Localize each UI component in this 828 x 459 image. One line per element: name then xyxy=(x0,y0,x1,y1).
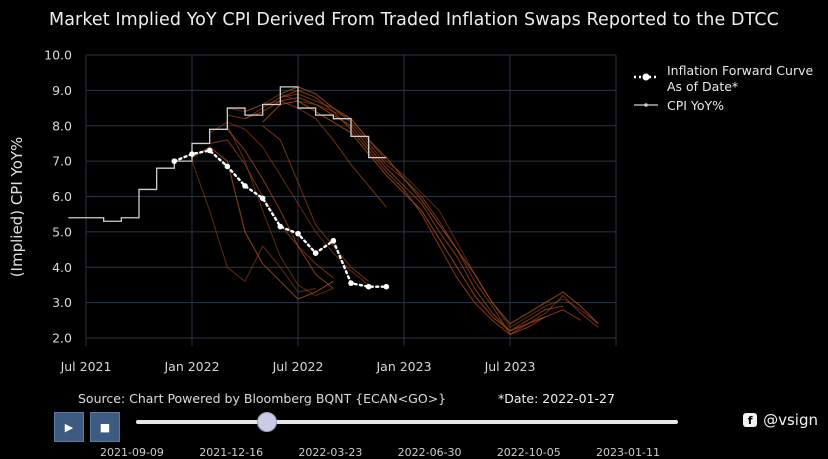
legend-forward-label: Inflation Forward Curve xyxy=(667,63,813,78)
x-tick-label: Jan 2022 xyxy=(163,359,219,374)
forward-curve-point xyxy=(171,158,178,164)
history-curve xyxy=(191,146,334,300)
slider-step-label: 2022-03-23 xyxy=(298,446,363,459)
x-axis-ticks: Jul 2021 Jan 2022 Jul 2022 Jan 2023 Jul 2023 xyxy=(60,359,536,374)
y-axis-label: (Implied) CPI YoY% xyxy=(8,137,26,278)
forward-curve-point xyxy=(224,163,231,170)
y-tick-label: 4.0 xyxy=(52,260,72,275)
slider-step-label: 2022-10-05 xyxy=(496,446,561,459)
history-curve xyxy=(191,160,316,293)
forward-curve-point xyxy=(206,147,213,154)
legend[interactable]: Inflation Forward Curve As of Date* CPI … xyxy=(634,63,813,113)
y-tick-label: 9.0 xyxy=(52,83,72,98)
history-curve xyxy=(280,86,599,325)
y-axis-ticks: 2.0 3.0 4.0 5.0 6.0 7.0 8.0 9.0 10.0 xyxy=(44,48,72,346)
series-layer xyxy=(68,86,390,290)
y-tick-label: 6.0 xyxy=(52,189,72,204)
source-note: Source: Chart Powered by Bloomberg BQNT … xyxy=(78,391,447,406)
y-tick-label: 10.0 xyxy=(44,48,72,63)
x-tick-label: Jul 2021 xyxy=(60,359,112,374)
grid xyxy=(85,54,617,346)
history-curve xyxy=(227,93,599,336)
legend-cpi-label: CPI YoY% xyxy=(667,98,724,113)
x-tick-label: Jul 2023 xyxy=(484,359,536,374)
slider-step-label: 2022-06-30 xyxy=(397,446,462,459)
y-tick-label: 7.0 xyxy=(52,154,72,169)
forward-curve-line xyxy=(173,149,388,288)
forward-curve-point xyxy=(277,223,284,230)
chart-title: Market Implied YoY CPI Derived From Trad… xyxy=(49,10,779,30)
facebook-icon: f xyxy=(743,413,758,427)
x-tick-label: Jul 2022 xyxy=(272,359,324,374)
history-curve xyxy=(226,128,334,289)
forward-curve-point xyxy=(259,195,266,202)
y-tick-label: 2.0 xyxy=(52,331,72,346)
forward-curve-point xyxy=(242,183,248,189)
legend-cpi-marker xyxy=(644,103,648,107)
watermark-text: @vsign xyxy=(763,411,818,429)
y-tick-label: 3.0 xyxy=(52,295,72,310)
history-curve xyxy=(280,89,581,336)
stop-icon: ■ xyxy=(99,420,111,434)
forward-curve-point xyxy=(189,151,195,157)
stop-button[interactable]: ■ xyxy=(90,412,120,442)
forward-curve-point xyxy=(383,283,390,290)
legend-forward-label-2: As of Date* xyxy=(667,79,738,94)
y-tick-label: 8.0 xyxy=(52,118,72,133)
forward-curve-point xyxy=(312,250,319,256)
slider-step-label: 2023-01-11 xyxy=(596,446,660,459)
watermark: f @vsign xyxy=(743,411,818,429)
date-slider-handle[interactable] xyxy=(257,412,278,432)
history-curves xyxy=(191,86,599,336)
history-curve xyxy=(227,93,599,329)
chart: 2.0 3.0 4.0 5.0 6.0 7.0 8.0 9.0 10.0 Jul 2021 Jan… xyxy=(8,48,813,375)
history-curve xyxy=(226,125,334,297)
cpi-yoy-line xyxy=(68,86,387,222)
x-tick-label: Jan 2023 xyxy=(375,359,431,374)
legend-forward-marker xyxy=(642,73,650,81)
history-curve xyxy=(262,125,370,282)
forward-curve-point xyxy=(365,283,372,290)
slider-step-label: 2021-12-16 xyxy=(199,446,264,459)
slider-step-label: 2021-09-09 xyxy=(100,446,164,459)
y-tick-label: 5.0 xyxy=(52,224,72,239)
forward-curve-point xyxy=(348,280,354,286)
history-curve xyxy=(244,100,387,208)
play-button[interactable]: ▶ xyxy=(54,412,84,442)
as-of-date: *Date: 2022-01-27 xyxy=(498,391,615,406)
slider-step-labels: 2021-09-09 2021-12-16 2022-03-23 2022-06-30… xyxy=(100,446,660,459)
history-curve xyxy=(209,139,334,279)
forward-curve-point xyxy=(330,237,337,244)
date-slider-track[interactable] xyxy=(136,420,678,424)
forward-curve-point xyxy=(295,230,301,237)
play-icon: ▶ xyxy=(64,420,74,434)
